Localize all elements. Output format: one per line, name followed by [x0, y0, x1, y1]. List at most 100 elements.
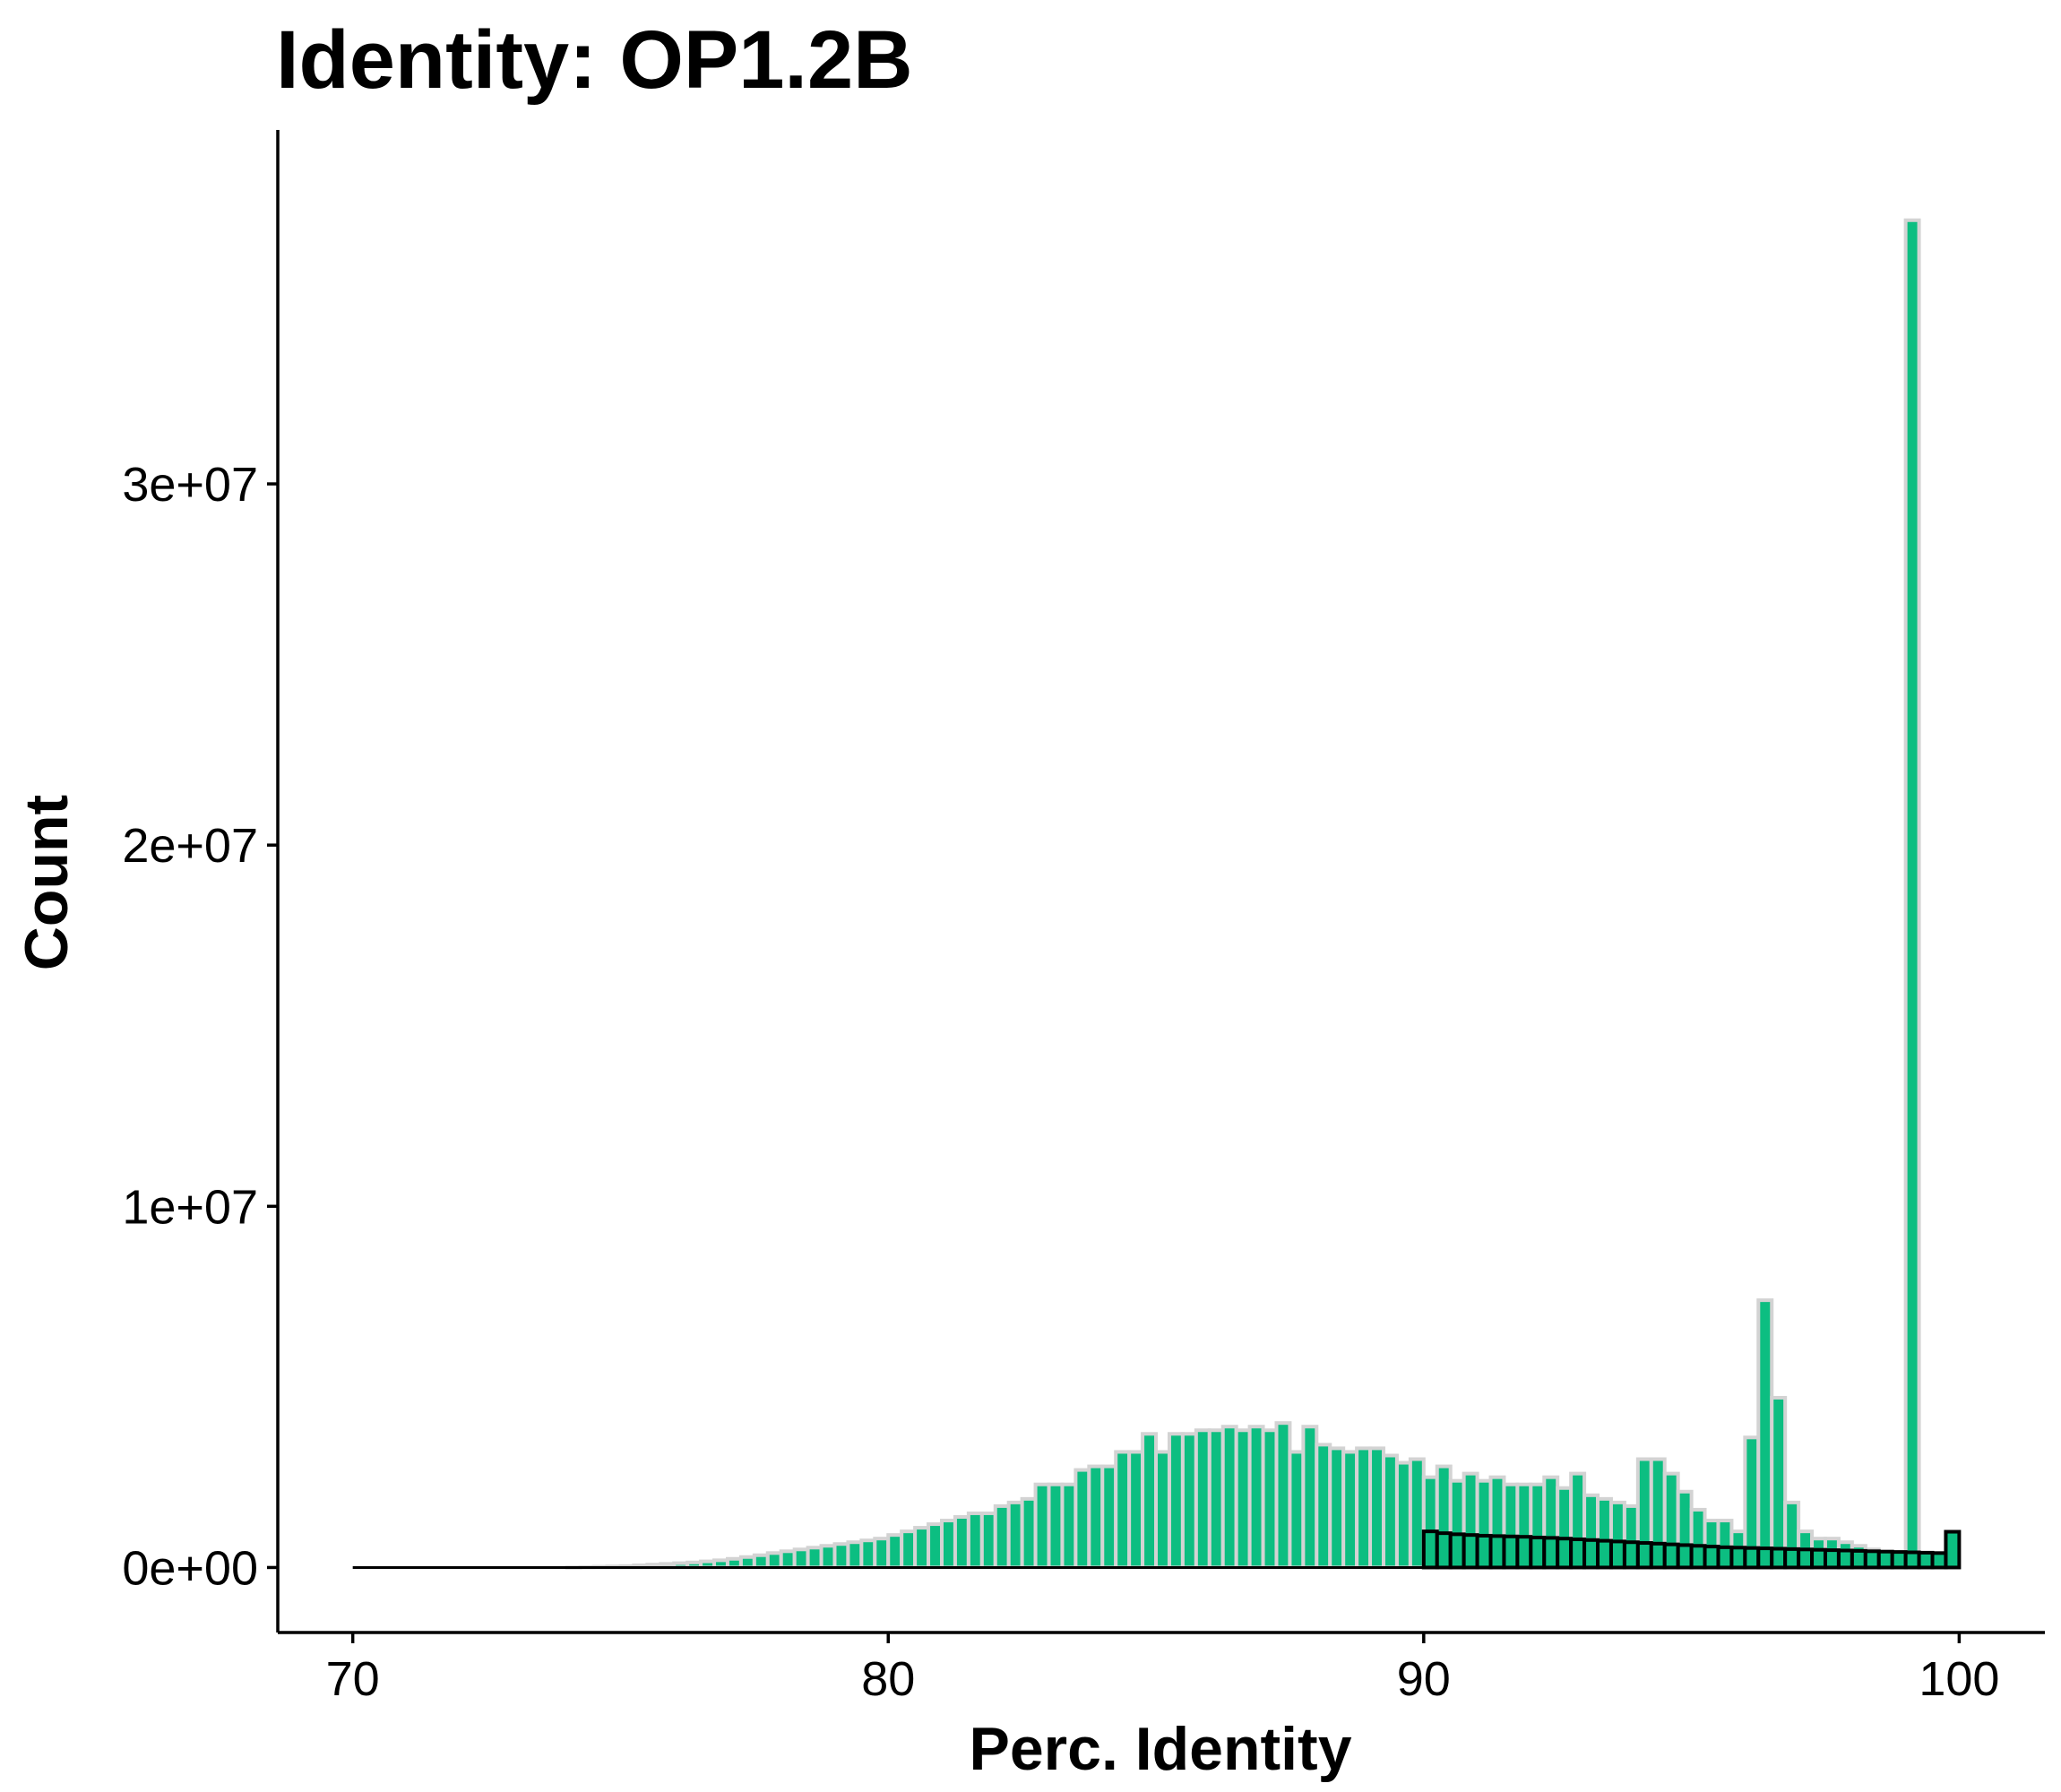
histogram-bar: [900, 1529, 918, 1570]
histogram-bar: [939, 1519, 957, 1570]
histogram-bar: [1288, 1450, 1306, 1570]
overlay-histogram-bar: [1475, 1533, 1493, 1570]
overlay-histogram-bar: [1662, 1542, 1680, 1570]
histogram-bar: [1220, 1425, 1238, 1570]
y-tick-label: 3e+07: [122, 458, 258, 512]
histogram-bar: [1020, 1496, 1038, 1570]
overlay-histogram-bar: [1462, 1533, 1479, 1570]
histogram-bar: [1328, 1446, 1346, 1570]
overlay-histogram-bar: [1448, 1532, 1466, 1570]
y-tick-label: 1e+07: [122, 1180, 258, 1234]
overlay-histogram-bar: [1676, 1543, 1694, 1570]
overlay-histogram-bar: [1622, 1540, 1640, 1570]
histogram-bar: [1301, 1425, 1319, 1570]
histogram-bar: [1408, 1457, 1426, 1570]
x-axis-title: Perc. Identity: [969, 1715, 1351, 1783]
histogram-bar: [832, 1542, 850, 1570]
histogram-bar: [927, 1522, 944, 1570]
overlay-histogram-bar: [1515, 1535, 1533, 1570]
overlay-histogram-bar: [1783, 1546, 1801, 1570]
histogram-bar: [1100, 1464, 1118, 1570]
histogram-bar: [1341, 1450, 1359, 1570]
overlay-histogram-bar: [1917, 1550, 1935, 1570]
histogram-bar: [1368, 1446, 1385, 1570]
histogram-bar: [1903, 218, 1921, 1570]
histogram-bar: [1381, 1453, 1399, 1570]
histogram-bar: [1194, 1428, 1212, 1570]
histogram-bar: [953, 1515, 970, 1570]
histogram-bar: [846, 1540, 864, 1570]
y-axis-title: Count: [13, 795, 81, 970]
overlay-histogram-bar: [1635, 1541, 1653, 1570]
y-tick-label: 2e+07: [122, 819, 258, 873]
histogram-bar: [779, 1549, 797, 1570]
histogram-bar: [1033, 1482, 1051, 1570]
overlay-histogram-bar: [1703, 1545, 1720, 1570]
overlay-histogram-bar: [1488, 1534, 1506, 1570]
histogram-bar: [765, 1551, 783, 1570]
overlay-histogram-bar: [1876, 1549, 1894, 1570]
histogram-bar: [1234, 1428, 1252, 1570]
histogram-bar: [859, 1538, 877, 1570]
histogram-bar: [1154, 1450, 1171, 1570]
histogram-bar: [1315, 1443, 1332, 1570]
histogram-bar: [1087, 1464, 1105, 1570]
overlay-histogram-bar: [1797, 1547, 1815, 1570]
histogram-bar: [979, 1511, 997, 1570]
histogram-bar: [819, 1544, 837, 1570]
overlay-histogram-bar: [1529, 1535, 1547, 1570]
histogram-bar: [1167, 1432, 1185, 1570]
overlay-histogram-bar: [1823, 1548, 1841, 1570]
overlay-histogram-bar: [1903, 1550, 1921, 1570]
histogram-bar: [993, 1503, 1011, 1570]
histogram-bar: [1207, 1428, 1225, 1570]
histogram-bar: [806, 1546, 824, 1570]
histogram-bar: [792, 1547, 810, 1570]
overlay-histogram-bar: [1689, 1544, 1707, 1570]
overlay-histogram-bar: [1756, 1546, 1774, 1570]
histogram-bar: [1261, 1428, 1279, 1570]
overlay-histogram-bars: [1421, 1529, 1962, 1570]
histogram-bar: [752, 1553, 770, 1570]
histogram-bar: [1047, 1482, 1065, 1570]
y-tick-label: 0e+00: [122, 1541, 258, 1595]
overlay-histogram-bar: [1556, 1537, 1574, 1570]
histogram-bar: [1180, 1432, 1198, 1570]
overlay-histogram-bar: [1729, 1546, 1747, 1570]
histogram-bar: [1127, 1450, 1145, 1570]
histogram-bar: [1274, 1421, 1292, 1570]
overlay-histogram-bar: [1716, 1545, 1734, 1570]
histogram-bar: [1114, 1450, 1132, 1570]
overlay-histogram-bar: [1770, 1546, 1788, 1570]
histogram-bar: [966, 1511, 984, 1570]
overlay-histogram-bar: [1596, 1538, 1613, 1570]
overlay-histogram-bar: [1569, 1537, 1587, 1570]
overlay-histogram-bar: [1421, 1529, 1439, 1570]
overlay-histogram-bar: [1836, 1548, 1854, 1570]
overlay-histogram-bar: [1890, 1550, 1908, 1570]
overlay-histogram-bar: [1850, 1548, 1867, 1570]
histogram-bar: [1770, 1395, 1788, 1570]
chart-title: Identity: OP1.2B: [276, 14, 913, 106]
main-histogram-bars: [565, 218, 1921, 1570]
histogram-bar: [913, 1526, 931, 1570]
x-tick-label: 100: [1919, 1652, 1999, 1706]
x-tick-label: 70: [326, 1652, 380, 1706]
x-tick-label: 80: [861, 1652, 915, 1706]
histogram-bar: [1355, 1446, 1373, 1570]
histogram-bar: [738, 1555, 756, 1570]
x-tick-label: 90: [1397, 1652, 1451, 1706]
overlay-histogram-bar: [1930, 1551, 1948, 1570]
overlay-histogram-bar: [1743, 1546, 1761, 1570]
overlay-histogram-bar: [1542, 1536, 1560, 1570]
overlay-histogram-bar: [1582, 1538, 1600, 1570]
histogram-bar: [1074, 1468, 1091, 1570]
histogram-bar: [1006, 1500, 1024, 1570]
overlay-histogram-bar: [1863, 1549, 1881, 1570]
y-axis-ticks: 0e+00 1e+07 2e+07 3e+07: [122, 458, 278, 1595]
histogram-bar: [1394, 1460, 1412, 1570]
overlay-histogram-bar: [1435, 1531, 1453, 1570]
histogram-bar: [1756, 1298, 1774, 1570]
histogram-bar: [886, 1533, 904, 1570]
